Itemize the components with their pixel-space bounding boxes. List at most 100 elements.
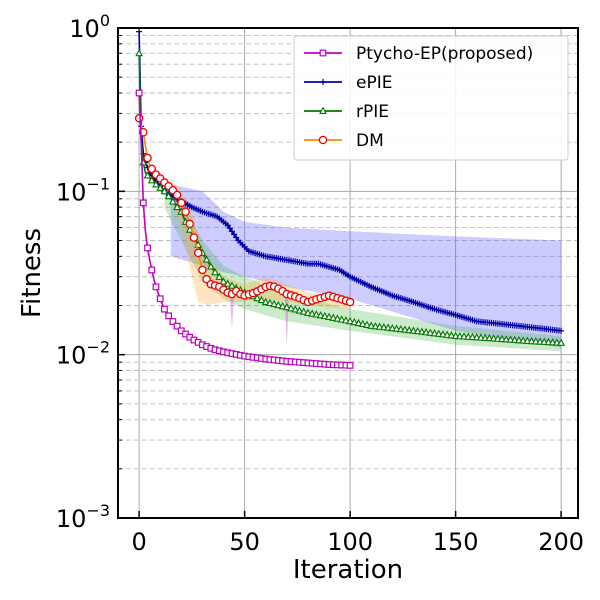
plot-frame <box>117 27 579 519</box>
rpie-marker <box>147 176 156 184</box>
rpie-marker <box>287 304 295 312</box>
y-tick-label: 10−2 <box>56 338 110 370</box>
legend-label-dm: DM <box>356 131 384 151</box>
rpie-marker <box>417 327 426 335</box>
x-tick-label: 200 <box>538 528 584 556</box>
grid <box>118 28 578 519</box>
series-lines <box>134 28 566 369</box>
x-tick-label: 100 <box>327 528 373 556</box>
epie-marker <box>228 228 235 235</box>
rpie-marker <box>282 302 291 311</box>
confidence-bands <box>164 178 562 352</box>
dm-marker <box>181 207 190 216</box>
legend-label-epie: ePIE <box>356 73 392 93</box>
rpie-marker <box>211 267 219 276</box>
epie-marker <box>224 222 231 229</box>
rpie-marker <box>164 191 173 200</box>
dm-marker <box>134 114 144 123</box>
y-tick-label: 10−1 <box>56 174 110 206</box>
rpie-marker <box>510 335 519 344</box>
rpie-marker <box>439 330 447 338</box>
epie-series <box>136 28 565 334</box>
rpie-marker <box>325 312 333 320</box>
rpie-marker <box>223 279 232 287</box>
rpie-marker <box>354 318 363 327</box>
rpie-marker <box>291 305 300 313</box>
y-axis-label: Fitness <box>17 228 47 318</box>
rpie-marker <box>299 307 308 315</box>
epie-marker <box>558 327 565 334</box>
y-tick-label: 100 <box>69 11 110 43</box>
rpie-marker <box>379 322 388 331</box>
x-axis-label: Iteration <box>293 555 403 585</box>
ptycho-ep-proposed-series <box>135 89 354 369</box>
x-tick-label: 50 <box>229 528 260 556</box>
rpie-marker <box>143 171 152 179</box>
rpie-marker <box>430 329 439 337</box>
rpie-marker <box>363 320 371 328</box>
ptycho-ep-proposed-marker <box>148 266 156 274</box>
rpie-marker <box>434 329 443 337</box>
legend-label-rpie: rPIE <box>356 102 389 122</box>
rpie-marker <box>253 293 262 302</box>
x-tick-label: 150 <box>433 528 479 556</box>
y-tick-label: 10−3 <box>56 501 110 533</box>
dm-marker <box>345 297 355 307</box>
rpie-marker <box>375 322 384 330</box>
rpie-marker <box>514 336 523 344</box>
rpie-marker <box>266 298 274 307</box>
rpie-marker <box>409 326 418 334</box>
rpie-marker <box>506 335 515 343</box>
rpie-marker <box>278 301 287 310</box>
rpie-marker <box>346 316 355 325</box>
dm-marker <box>185 219 194 229</box>
rpie-marker <box>493 334 502 342</box>
dm-marker <box>172 190 182 200</box>
dm-marker <box>177 198 186 208</box>
ptycho-ep-proposed-marker <box>135 89 143 97</box>
legend-marker-ptycho-ep-proposed <box>319 49 327 57</box>
rpie-marker <box>206 262 215 270</box>
rpie-marker <box>519 336 528 344</box>
rpie-marker <box>426 328 435 336</box>
rpie-marker <box>502 335 511 343</box>
legend-marker-epie <box>320 79 326 85</box>
rpie-marker <box>422 327 430 336</box>
ptycho-ep-proposed-marker <box>346 361 354 369</box>
rpie-marker <box>413 326 422 335</box>
ptycho-ep-proposed-marker <box>152 283 160 291</box>
legend-label-ptycho-ep-proposed: Ptycho-EP(proposed) <box>356 44 533 64</box>
dm-marker <box>143 153 152 163</box>
ptycho-ep-proposed-marker <box>144 244 151 252</box>
dm-marker <box>198 265 207 275</box>
rpie-marker <box>350 317 359 326</box>
rpie-marker <box>367 321 376 329</box>
rpie-marker <box>443 330 452 338</box>
rpie-band <box>164 178 562 352</box>
rpie-marker <box>295 306 304 314</box>
rpie-marker <box>557 338 566 346</box>
rpie-marker <box>320 311 329 320</box>
rpie-marker <box>333 314 342 322</box>
rpie-marker <box>498 334 506 343</box>
legend-marker-dm <box>318 135 328 145</box>
epie-marker <box>231 231 238 238</box>
rpie-marker <box>447 331 456 339</box>
rpie-marker <box>312 310 321 318</box>
rpie-marker <box>156 183 165 191</box>
ptycho-ep-proposed-marker <box>161 305 168 313</box>
ptycho-ep-proposed-marker <box>156 295 164 303</box>
rpie-marker <box>337 315 346 323</box>
rpie-marker <box>135 48 144 57</box>
dm-marker <box>193 248 203 258</box>
rpie-marker <box>303 308 312 316</box>
rpie-marker <box>392 324 401 332</box>
rpie-marker <box>160 186 169 195</box>
dm-variance-spike <box>229 294 234 331</box>
dm-marker <box>189 233 199 242</box>
ptycho-ep-proposed-marker <box>165 312 173 320</box>
rpie-marker <box>270 299 279 308</box>
dm-series <box>134 114 355 307</box>
rpie-marker <box>316 311 325 319</box>
